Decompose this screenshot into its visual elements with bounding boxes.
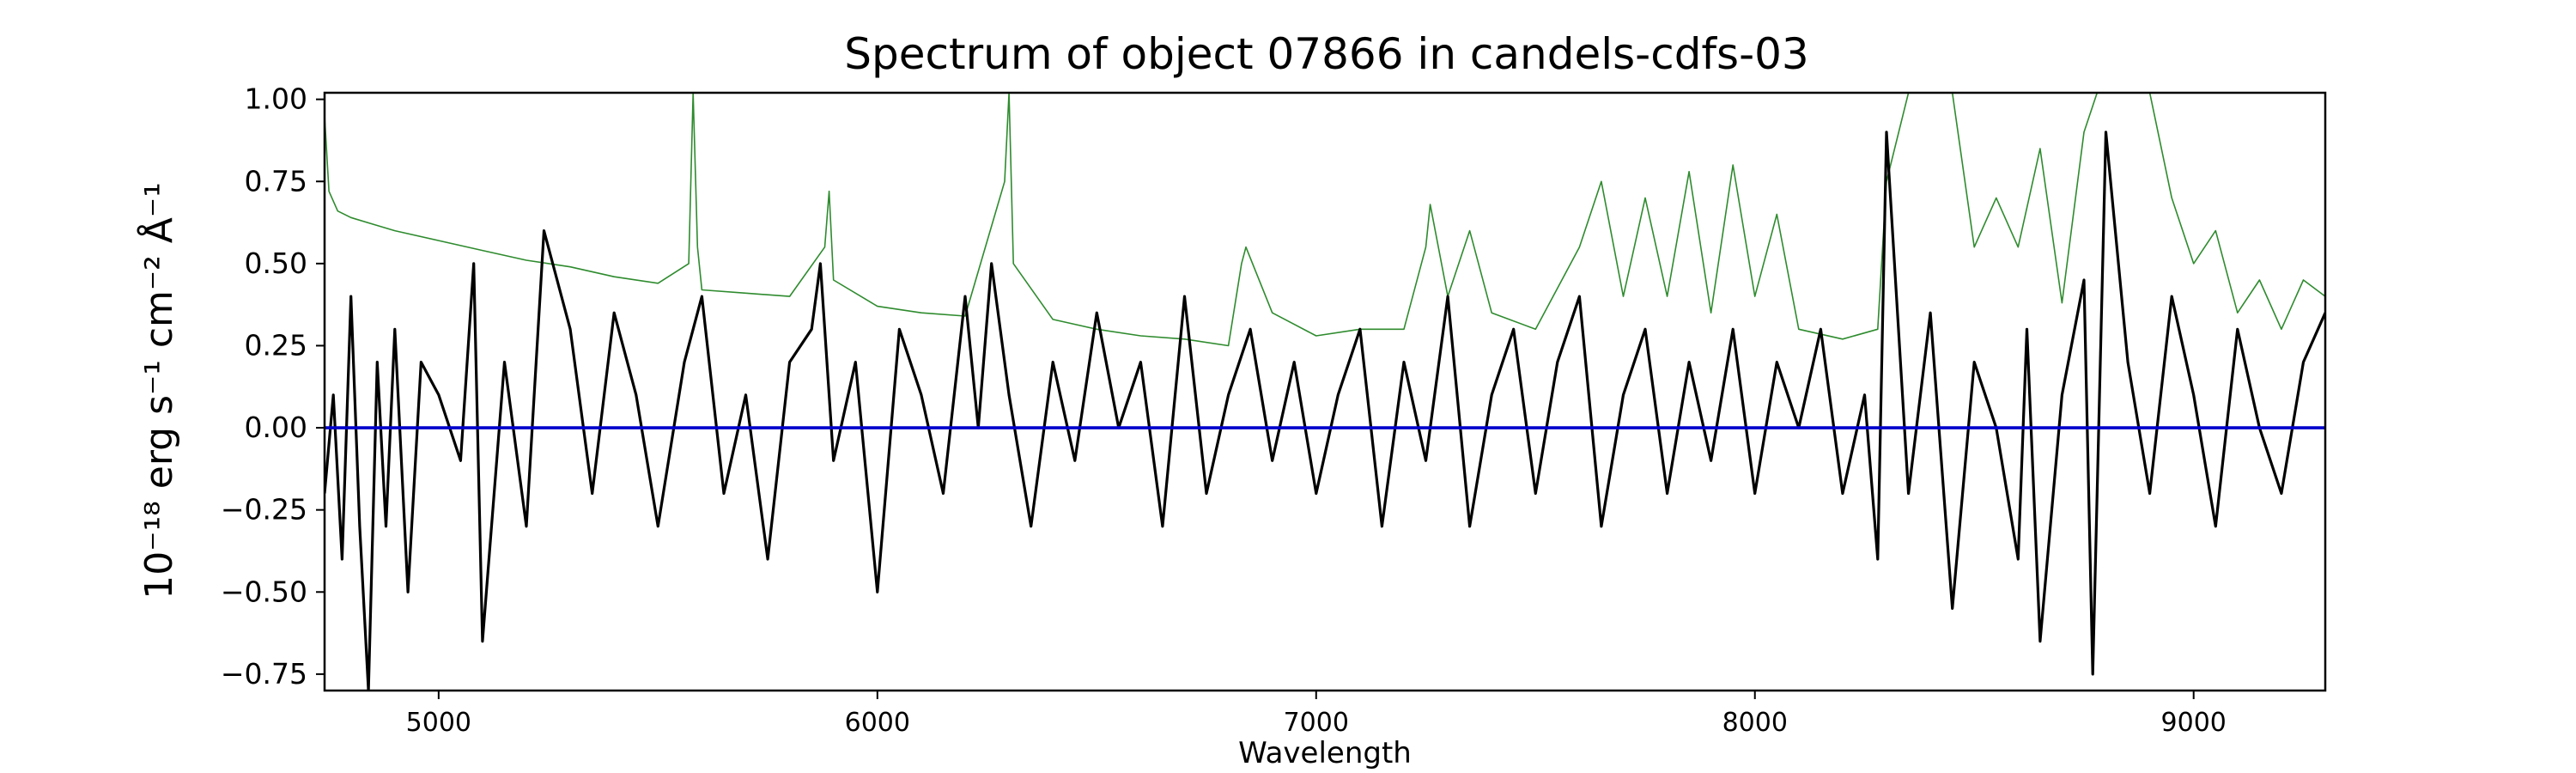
y-tick-label: −0.25	[221, 493, 307, 526]
x-axis-label: Wavelength	[1238, 736, 1412, 770]
x-axis: 5000 6000 7000 8000 9000	[406, 691, 2227, 738]
series-line-error	[325, 93, 2325, 347]
series-line-flux	[325, 131, 2325, 691]
y-tick-label: 0.50	[245, 247, 307, 280]
plot-frame	[323, 91, 2327, 692]
x-tick-label: 7000	[1284, 708, 1349, 738]
y-axis: −0.75 −0.50 −0.25 0.00 0.25 0.50 0.75 1.00	[221, 82, 325, 691]
y-tick-label: −0.50	[221, 575, 307, 608]
x-tick-label: 8000	[1722, 708, 1788, 738]
x-tick-label: 6000	[845, 708, 910, 738]
y-tick-label: 1.00	[245, 82, 307, 116]
plot-area	[323, 91, 2327, 692]
y-tick-label: 0.75	[245, 164, 307, 198]
x-tick-label: 5000	[406, 708, 471, 738]
y-tick-label: 0.00	[245, 411, 307, 444]
plot-background	[325, 93, 2325, 691]
y-tick-label: 0.25	[245, 328, 307, 362]
x-tick-label: 9000	[2161, 708, 2227, 738]
y-tick-label: −0.75	[221, 657, 307, 691]
chart-title: Spectrum of object 07866 in candels-cdfs…	[844, 29, 1809, 79]
y-axis-label: 10⁻¹⁸ erg s⁻¹ cm⁻² Å⁻¹	[136, 182, 181, 599]
